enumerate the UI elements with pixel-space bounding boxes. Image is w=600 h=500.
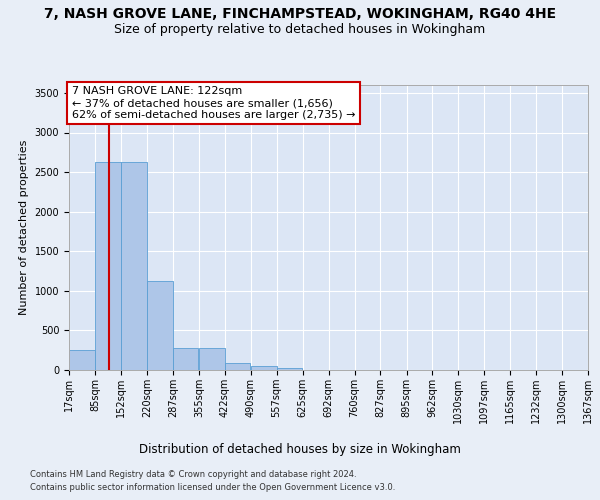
Bar [147, 282, 173, 370]
Bar [95, 162, 121, 370]
Text: Size of property relative to detached houses in Wokingham: Size of property relative to detached ho… [115, 22, 485, 36]
Bar [251, 366, 277, 370]
Text: Contains HM Land Registry data © Crown copyright and database right 2024.: Contains HM Land Registry data © Crown c… [30, 470, 356, 479]
Text: Contains public sector information licensed under the Open Government Licence v3: Contains public sector information licen… [30, 482, 395, 492]
Text: 7, NASH GROVE LANE, FINCHAMPSTEAD, WOKINGHAM, RG40 4HE: 7, NASH GROVE LANE, FINCHAMPSTEAD, WOKIN… [44, 8, 556, 22]
Y-axis label: Number of detached properties: Number of detached properties [19, 140, 29, 315]
Bar [199, 348, 224, 370]
Bar [225, 363, 250, 370]
Text: 7 NASH GROVE LANE: 122sqm
← 37% of detached houses are smaller (1,656)
62% of se: 7 NASH GROVE LANE: 122sqm ← 37% of detac… [71, 86, 355, 120]
Bar [121, 162, 146, 370]
Bar [69, 350, 95, 370]
Bar [277, 368, 302, 370]
Bar [173, 348, 199, 370]
Text: Distribution of detached houses by size in Wokingham: Distribution of detached houses by size … [139, 442, 461, 456]
